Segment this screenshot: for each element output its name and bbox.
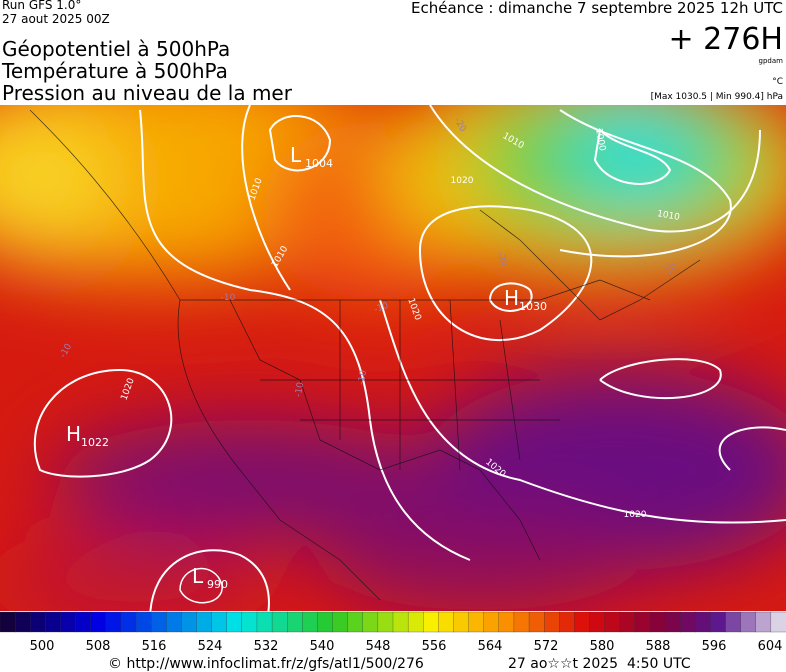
colorbar-swatch	[574, 611, 591, 633]
lead-unit: gpdam	[759, 57, 784, 65]
colorbar-swatch	[483, 611, 500, 633]
colorbar-label: 500	[30, 639, 55, 654]
colorbar-swatch	[151, 611, 167, 633]
colorbar-label: 508	[86, 639, 111, 654]
colorbar-label: 556	[422, 639, 447, 654]
colorbar-swatch	[710, 611, 727, 633]
temperature-label: -10	[357, 369, 369, 385]
isobar-label: 1020	[451, 176, 474, 186]
center-type: L	[290, 143, 302, 167]
colorbar-label: 524	[198, 639, 223, 654]
title: Pression au niveau de la mer	[2, 81, 293, 105]
colorbar-swatch	[0, 611, 16, 633]
colorbar-swatch	[377, 611, 394, 633]
colorbar-swatch	[302, 611, 319, 633]
isobar-label: 1020	[624, 510, 647, 520]
colorbar-swatch	[755, 611, 772, 633]
colorbar-label: 588	[646, 639, 671, 654]
colorbar-swatch	[453, 611, 470, 633]
colorbar-swatch	[695, 611, 712, 633]
colorbar-swatch	[438, 611, 455, 633]
colorbar-swatch	[166, 611, 183, 633]
colorbar-label: 572	[534, 639, 559, 654]
colorbar-label: 532	[254, 639, 279, 654]
colorbar-label: 580	[590, 639, 615, 654]
center-value: 1022	[81, 436, 109, 449]
colorbar-swatch	[347, 611, 364, 633]
run-label: Run GFS 1.0°	[2, 0, 81, 12]
isobar-label: 1010	[656, 209, 681, 223]
colorbar-swatch	[634, 611, 651, 633]
lead-time: + 276H	[669, 22, 784, 57]
colorbar-label: 596	[702, 639, 727, 654]
colorbar-swatch	[30, 611, 46, 633]
temp-unit: °C	[772, 77, 783, 87]
forecast: Echéance : dimanche 7 septembre 2025 12h…	[411, 0, 783, 17]
colorbar-swatch	[211, 611, 228, 633]
temperature-label: -10	[221, 293, 236, 303]
pressure-range: [Max 1030.5 | Min 990.4] hPa	[651, 92, 783, 102]
colorbar-swatch	[513, 611, 530, 633]
colorbar-swatch	[392, 611, 409, 633]
colorbar-swatch	[120, 611, 137, 633]
title: Température à 500hPa	[1, 59, 228, 83]
colorbar-swatch	[287, 611, 303, 633]
colorbar-swatch	[75, 611, 92, 633]
colorbar-swatch	[407, 611, 424, 633]
colorbar-swatch	[559, 611, 576, 633]
colorbar-label: 564	[478, 639, 503, 654]
title: Géopotentiel à 500hPa	[2, 37, 230, 61]
isobar-label: 1000	[593, 128, 607, 153]
colorbar-swatch	[528, 611, 545, 633]
colorbar-swatch	[725, 611, 742, 633]
colorbar-swatch	[649, 611, 666, 633]
colorbar-swatch	[468, 611, 485, 633]
colorbar-swatch	[664, 611, 681, 633]
colorbar-swatch	[135, 611, 152, 633]
footer-source: © http://www.infoclimat.fr/z/gfs/atl1/50…	[108, 656, 424, 672]
colorbar-label: 540	[310, 639, 335, 654]
colorbar-swatch	[332, 611, 349, 633]
colorbar-label: 604	[758, 639, 783, 654]
colorbar-swatch	[423, 611, 439, 633]
center-value: 1030	[519, 300, 547, 313]
temperature-label: -10	[373, 301, 390, 316]
colorbar-swatch	[619, 611, 636, 633]
colorbar-label: 516	[142, 639, 167, 654]
colorbar-swatch	[498, 611, 515, 633]
center-type: L	[192, 564, 204, 588]
footer-date: 27 ao☆☆t 2025 4:50 UTC	[508, 656, 691, 672]
colorbar-swatch	[271, 611, 288, 633]
colorbar-swatch	[680, 611, 696, 633]
colorbar-swatch	[60, 611, 77, 633]
colorbar-swatch	[45, 611, 62, 633]
colorbar-swatch	[14, 611, 31, 633]
colorbar-swatch	[317, 611, 334, 633]
run-date: 27 aout 2025 00Z	[2, 12, 110, 26]
temperature-label: -20	[495, 251, 510, 268]
center-value: 1004	[305, 157, 333, 170]
colorbar-swatch	[105, 611, 122, 633]
colorbar-swatch	[196, 611, 213, 633]
center-value: 990	[207, 578, 228, 591]
colorbar-swatch	[770, 611, 786, 633]
colorbar-swatch	[226, 611, 243, 633]
map	[0, 105, 786, 611]
colorbar-swatch	[589, 611, 606, 633]
colorbar-swatch	[362, 611, 379, 633]
colorbar-swatch	[90, 611, 107, 633]
colorbar-swatch	[740, 611, 757, 633]
center-type: H	[66, 422, 81, 446]
colorbar-swatch	[181, 611, 198, 633]
colorbar-swatch	[604, 611, 621, 633]
colorbar-label: 548	[366, 639, 391, 654]
colorbar-swatch	[241, 611, 258, 633]
temperature-label: -10	[294, 381, 306, 397]
colorbar-swatch	[256, 611, 273, 633]
center-type: H	[504, 286, 519, 310]
colorbar-swatch	[544, 611, 560, 633]
